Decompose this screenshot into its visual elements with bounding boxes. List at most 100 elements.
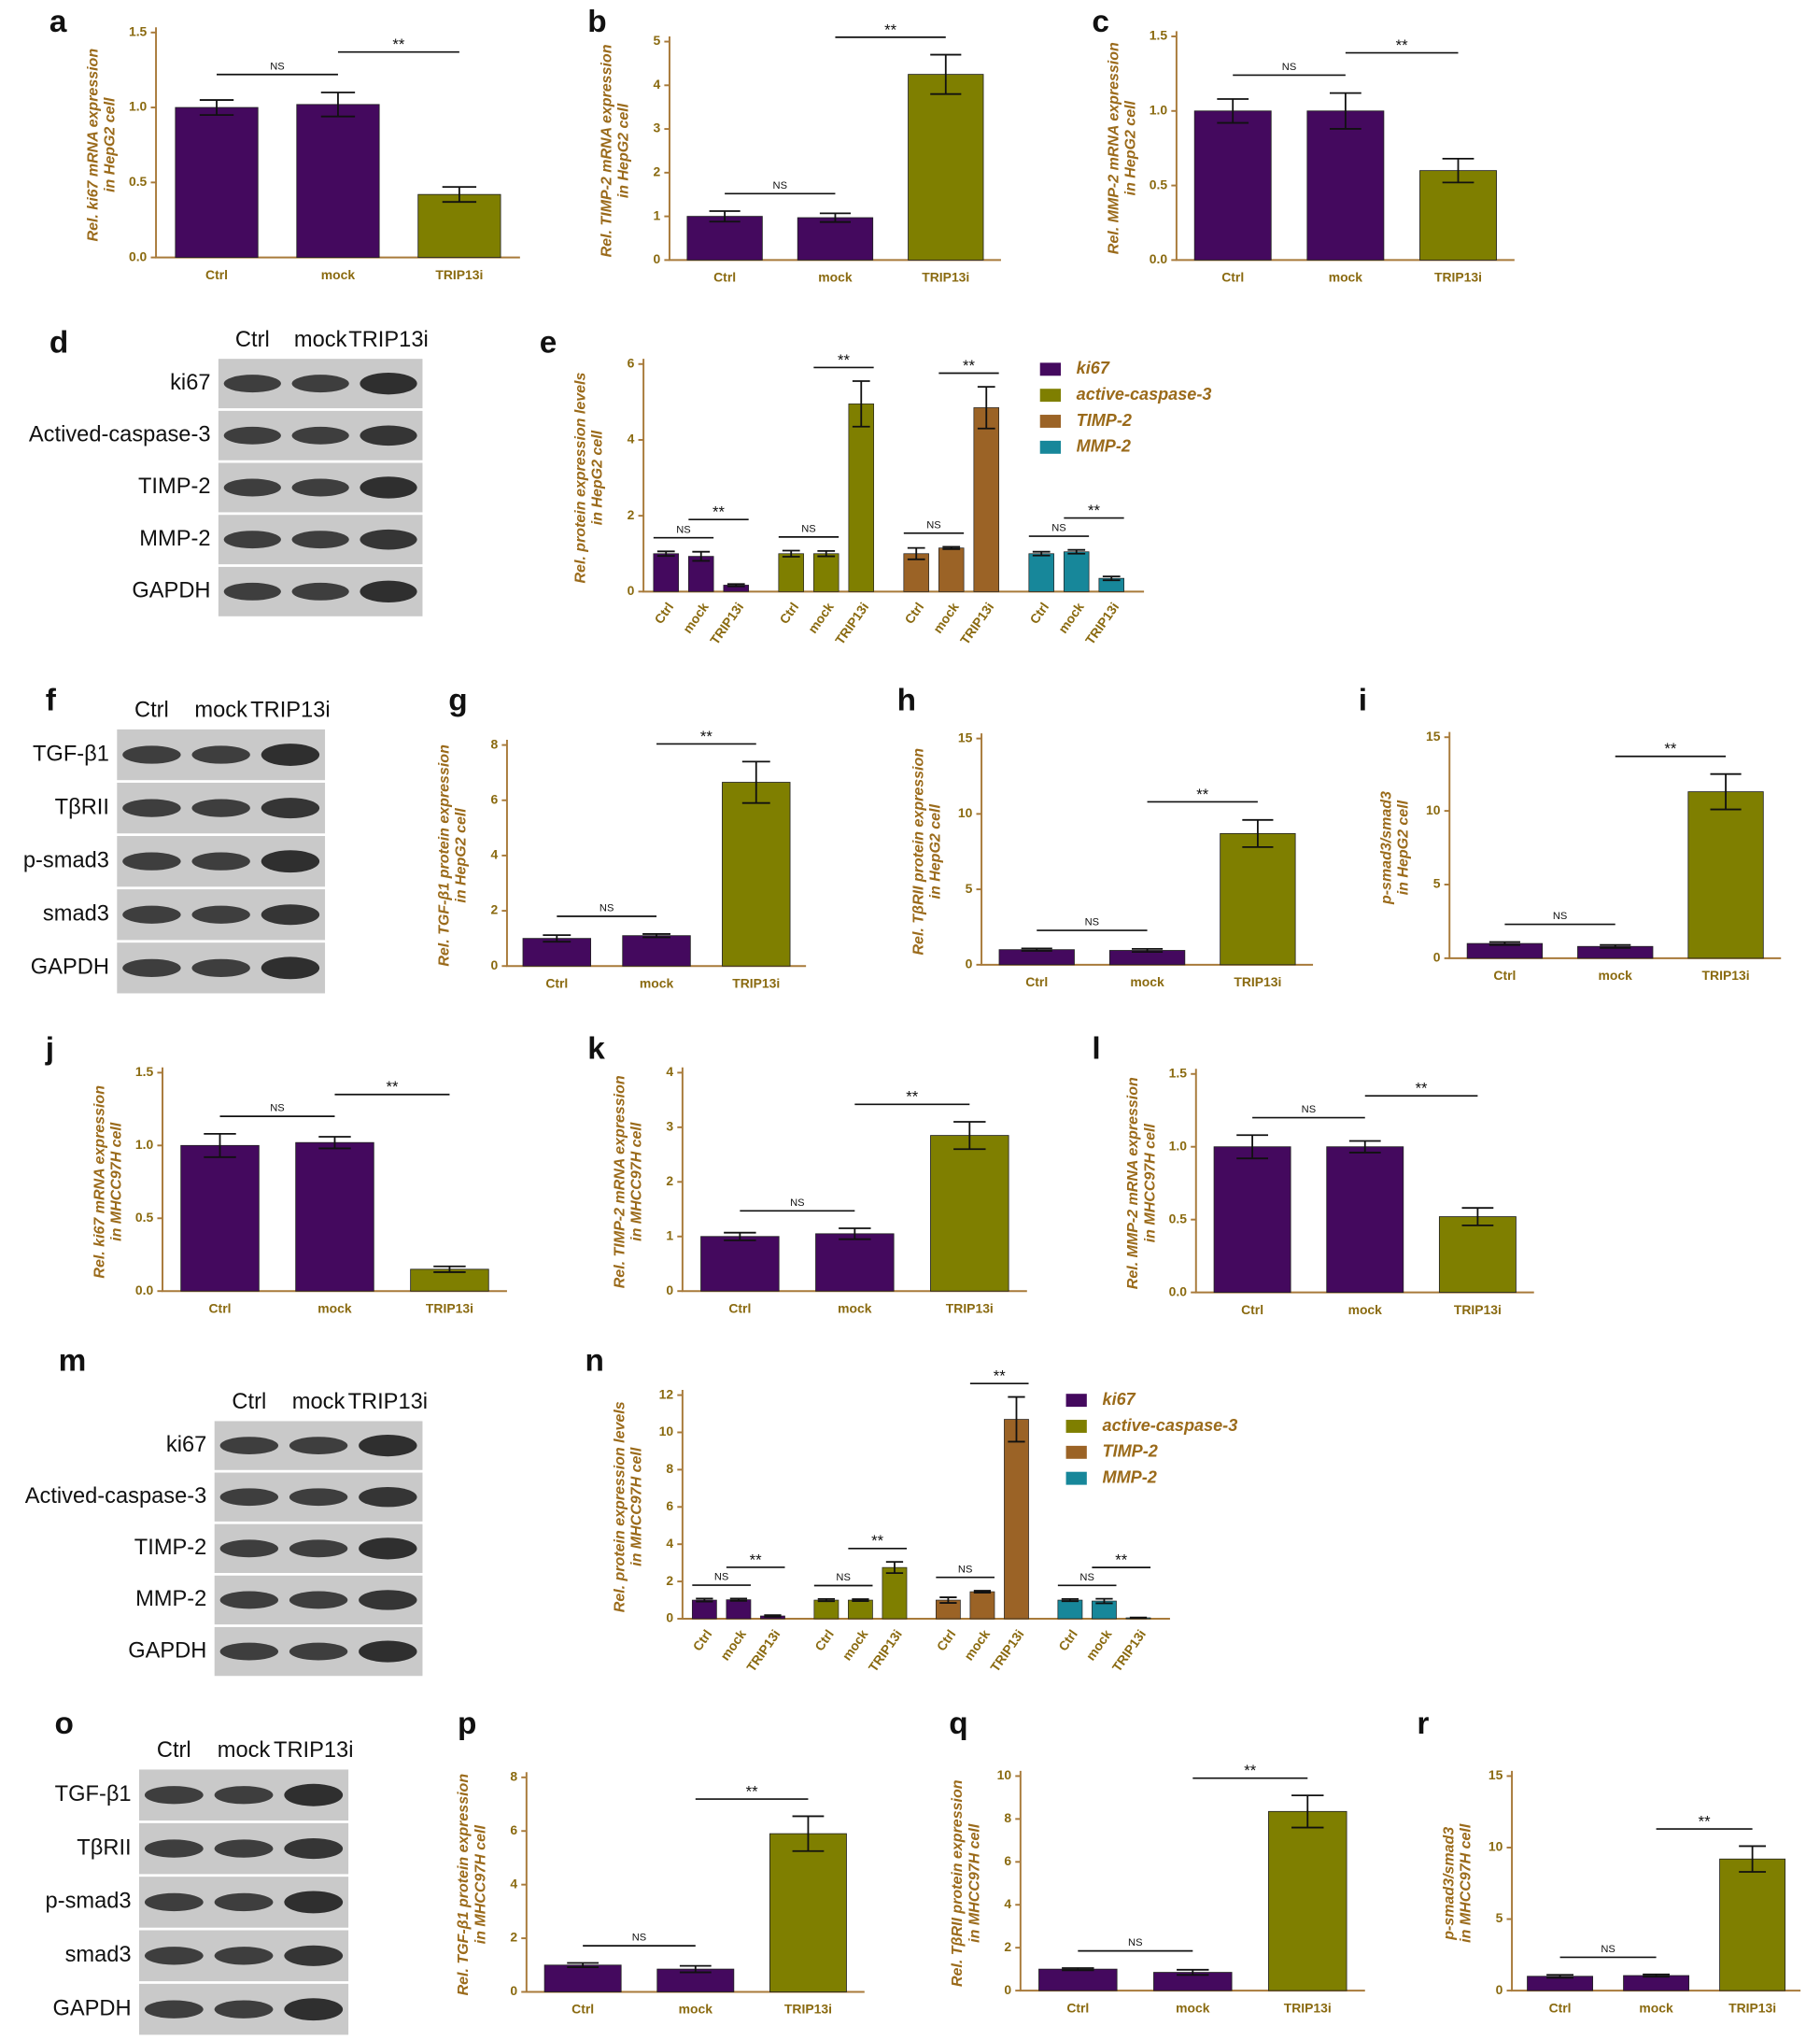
blot-band — [284, 1891, 344, 1914]
blot-band — [291, 478, 349, 497]
legend-label: ki67 — [1103, 1390, 1136, 1409]
y-axis-label: Rel. TIMP-2 mRNA expression — [599, 44, 614, 257]
error-bar — [782, 549, 800, 558]
row-label: ki67 — [170, 371, 210, 395]
panel-letter: c — [1092, 5, 1109, 39]
bar — [1063, 551, 1090, 592]
blot-band — [289, 1437, 348, 1454]
y-axis-label: Rel. TβRII protein expression — [950, 1779, 966, 1987]
x-tick-label: Ctrl — [713, 270, 736, 285]
panel-letter: p — [458, 1707, 476, 1741]
significance-label: NS — [958, 1564, 972, 1575]
error-bar — [1061, 1597, 1079, 1603]
x-tick-label: TRIP13i — [1109, 1627, 1149, 1675]
y-tick-label: 1 — [666, 1227, 673, 1242]
bar — [726, 1599, 752, 1620]
x-tick-label: TRIP13i — [957, 600, 996, 647]
error-bar — [953, 1121, 986, 1151]
legend-label: ki67 — [1077, 359, 1110, 377]
x-tick-label: Ctrl — [776, 600, 801, 627]
error-bar — [839, 1227, 871, 1240]
error-bar — [1177, 1968, 1209, 1976]
y-tick-label: 0.0 — [1169, 1283, 1188, 1298]
bar — [938, 547, 965, 592]
y-tick-label: 6 — [1004, 1853, 1011, 1868]
y-axis-label: Rel. protein expression levels — [612, 1401, 628, 1612]
legend-label: active-caspase-3 — [1103, 1416, 1238, 1435]
error-bar — [543, 934, 571, 943]
blot-band — [214, 1786, 274, 1805]
blot-band — [219, 1642, 279, 1661]
significance-label: ** — [1664, 740, 1676, 758]
significance-label: NS — [836, 1572, 850, 1583]
blot-band — [284, 1783, 344, 1806]
bar — [296, 104, 380, 259]
bar — [1326, 1146, 1404, 1294]
error-bar — [939, 1596, 957, 1604]
blot-band — [219, 1437, 279, 1454]
y-tick-label: 1.0 — [1150, 102, 1168, 117]
y-tick-label: 4 — [510, 1876, 517, 1891]
x-tick-label: mock — [1130, 974, 1164, 989]
y-tick-label: 1.5 — [1169, 1065, 1188, 1080]
y-tick-label: 0.0 — [1150, 251, 1168, 266]
blot-band — [359, 1537, 417, 1560]
error-bar — [1488, 941, 1520, 946]
blot-band — [144, 2000, 204, 2019]
error-bar — [724, 1231, 756, 1241]
blot-band — [261, 744, 320, 766]
blot-band — [360, 476, 417, 499]
y-axis-label: Rel. MMP-2 mRNA expression — [1106, 42, 1122, 254]
bar — [882, 1566, 908, 1620]
error-bar — [1710, 772, 1742, 811]
y-tick-label: 10 — [659, 1424, 674, 1438]
legend-swatch — [1065, 1394, 1087, 1408]
panel-letter: f — [46, 683, 57, 717]
error-bar — [692, 550, 711, 562]
blot-band — [214, 1839, 274, 1858]
significance-label: NS — [1601, 1944, 1615, 1955]
bar — [1057, 1599, 1083, 1620]
x-tick-label: Ctrl — [1055, 1627, 1080, 1654]
blot-band — [144, 1786, 204, 1805]
blot-band — [359, 1640, 417, 1663]
x-tick-label: mock — [717, 1626, 749, 1663]
blot-band — [291, 531, 349, 549]
y-axis-label: in HepG2 cell — [590, 430, 606, 525]
bar — [622, 935, 691, 967]
y-axis-label: in HepG2 cell — [103, 97, 119, 192]
significance-label: NS — [600, 903, 614, 914]
error-bar — [656, 550, 675, 558]
panel-letter: m — [59, 1344, 87, 1379]
row-label: smad3 — [65, 1943, 132, 1967]
row-label: TIMP-2 — [138, 475, 211, 499]
bar — [691, 1599, 717, 1620]
lane-label: TRIP13i — [348, 1390, 428, 1414]
x-tick-label: Ctrl — [205, 267, 228, 282]
bar — [522, 938, 592, 967]
bar — [1220, 832, 1296, 966]
bar — [969, 1591, 995, 1620]
panel-letter: n — [585, 1344, 603, 1379]
x-tick-label: mock — [1055, 600, 1087, 636]
y-axis-label: in HepG2 cell — [615, 103, 631, 198]
error-bar — [973, 1590, 992, 1594]
x-tick-label: mock — [1329, 270, 1363, 285]
significance-label: NS — [270, 1103, 284, 1114]
blot-band — [144, 1839, 204, 1858]
y-tick-label: 2 — [1004, 1939, 1011, 1954]
blot-band — [291, 582, 349, 601]
row-label: TGF-β1 — [33, 742, 109, 766]
error-bar — [1329, 92, 1361, 130]
x-tick-label: mock — [838, 1300, 872, 1315]
blot-band — [360, 580, 417, 603]
error-bar — [1067, 548, 1086, 555]
legend-swatch — [1065, 1471, 1087, 1485]
x-tick-label: mock — [930, 600, 962, 636]
x-tick-label: mock — [321, 267, 356, 282]
x-tick-label: Ctrl — [728, 1300, 751, 1315]
row-label: GAPDH — [52, 1996, 131, 2020]
x-tick-label: TRIP13i — [784, 2002, 832, 2017]
error-bar — [907, 546, 925, 560]
y-tick-label: 1.5 — [135, 1064, 154, 1079]
